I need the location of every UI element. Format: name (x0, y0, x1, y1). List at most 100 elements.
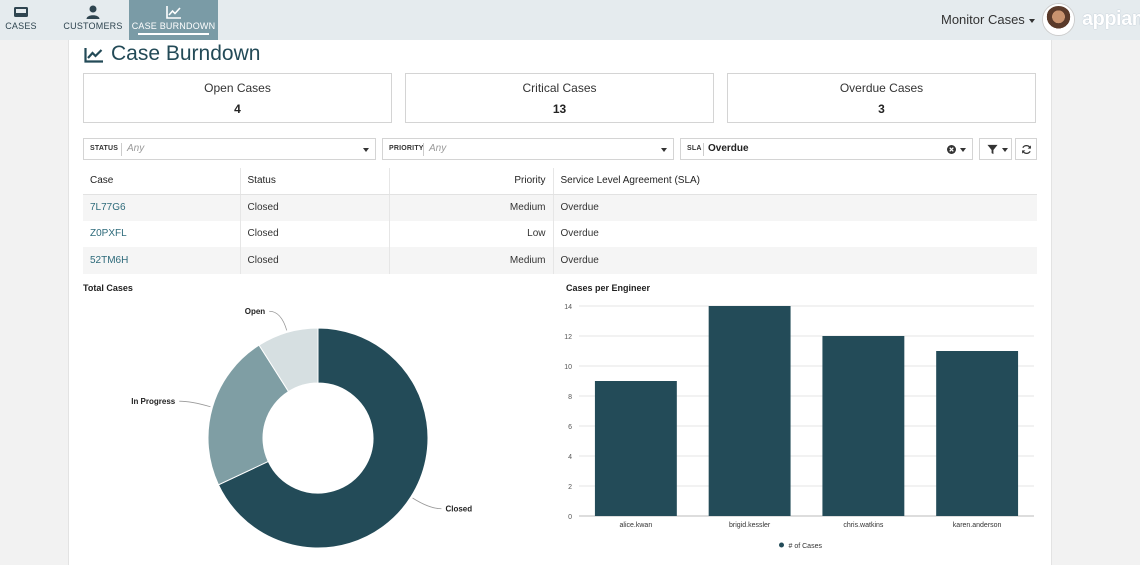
user-icon (86, 5, 100, 19)
site-menu-label: Monitor Cases (941, 12, 1025, 27)
priority-cell: Medium (389, 247, 554, 274)
bar-chris.watkins (822, 336, 905, 516)
status-filter-value: Any (127, 143, 145, 154)
appian-logo: appian (1082, 8, 1140, 30)
x-tick-label: brigid.kessler (729, 522, 771, 529)
line-chart-icon (84, 48, 103, 63)
tab-cases-label: CASES (5, 21, 37, 31)
sla-filter-label: SLA (687, 145, 702, 152)
table-row: 52TM6H Closed Medium Overdue (83, 247, 1037, 274)
case-link[interactable]: 52TM6H (90, 254, 129, 266)
x-tick-label: karen.anderson (953, 522, 1002, 529)
cases-grid: Case Status Priority Service Level Agree… (83, 168, 1037, 274)
filter-menu-button[interactable] (979, 138, 1012, 160)
y-tick-label: 0 (568, 514, 572, 521)
kpi-value: 3 (878, 102, 885, 116)
donut-slice-open (258, 327, 319, 393)
tab-case-burndown-label: CASE BURNDOWN (131, 21, 216, 31)
sla-filter[interactable]: SLA Overdue (680, 138, 973, 160)
table-row: Z0PXFL Closed Low Overdue (83, 220, 1037, 247)
kpi-value: 13 (552, 102, 567, 116)
y-tick-label: 10 (564, 364, 572, 371)
status-filter[interactable]: STATUS Any (83, 138, 376, 160)
inbox-icon (14, 7, 28, 17)
kpi-value: 4 (234, 102, 241, 116)
funnel-icon (987, 144, 998, 155)
kpi-critical-cases: Critical Cases 13 (405, 73, 714, 123)
case-link[interactable]: Z0PXFL (90, 228, 127, 240)
refresh-icon (1022, 145, 1031, 154)
total-cases-donut-chart: Closed In Progress Open (131, 307, 472, 549)
case-cell: Z0PXFL (83, 220, 241, 247)
donut-slice-closed (217, 327, 429, 549)
column-header-priority[interactable]: Priority (389, 168, 554, 195)
sla-cell: Overdue (553, 194, 1037, 221)
donut-label: In Progress (131, 397, 176, 406)
y-tick-label: 14 (564, 304, 572, 311)
status-cell: Closed (240, 247, 390, 274)
tab-customers-label: CUSTOMERS (63, 21, 123, 31)
priority-filter[interactable]: PRIORITY Any (382, 138, 674, 160)
top-nav-bar: CASES CUSTOMERS CASE BURNDOWN Monitor Ca… (0, 0, 1140, 40)
chevron-down-icon (363, 148, 369, 152)
priority-cell: Medium (389, 194, 554, 221)
site-menu[interactable]: Monitor Cases (941, 12, 1035, 27)
refresh-button[interactable] (1015, 138, 1037, 160)
total-cases-chart-title: Total Cases (83, 283, 133, 293)
chevron-down-icon (661, 148, 667, 152)
column-header-case[interactable]: Case (83, 168, 241, 195)
y-tick-label: 2 (568, 484, 572, 491)
x-tick-label: alice.kwan (620, 522, 653, 529)
chevron-down-icon (1028, 18, 1035, 23)
divider (703, 143, 704, 156)
page-title: Case Burndown (111, 42, 261, 65)
cases-per-engineer-chart-title: Cases per Engineer (566, 283, 651, 293)
bar-alice.kwan (594, 381, 677, 516)
leader-line (412, 497, 442, 510)
kpi-label: Overdue Cases (839, 81, 924, 95)
active-tab-indicator (138, 33, 209, 35)
kpi-overdue-cases: Overdue Cases 3 (727, 73, 1036, 123)
donut-slice-in-progress (207, 344, 290, 486)
sla-cell: Overdue (553, 247, 1037, 274)
y-tick-label: 4 (568, 454, 572, 461)
table-row: 7L77G6 Closed Medium Overdue (83, 194, 1037, 221)
avatar[interactable] (1043, 4, 1074, 35)
line-chart-icon (165, 6, 181, 19)
clear-icon[interactable] (947, 145, 956, 154)
case-link[interactable]: 7L77G6 (90, 202, 126, 213)
priority-filter-value: Any (429, 143, 447, 154)
priority-filter-label: PRIORITY (389, 145, 424, 152)
legend-label: # of Cases (789, 543, 823, 550)
grid-header-row: Case Status Priority Service Level Agree… (83, 168, 1037, 195)
case-cell: 52TM6H (83, 247, 241, 274)
tab-case-burndown[interactable]: CASE BURNDOWN (129, 0, 218, 40)
legend-marker (779, 542, 784, 548)
sla-cell: Overdue (560, 228, 599, 240)
kpi-open-cases: Open Cases 4 (83, 73, 392, 123)
leader-line (269, 310, 288, 331)
column-header-sla[interactable]: Service Level Agreement (SLA) (553, 168, 1037, 195)
divider (423, 143, 424, 156)
cases-per-engineer-bar-chart: 0 2 4 6 8 10 12 14 alice.kwan brigid.kessler chris… (564, 304, 1034, 550)
chevron-down-icon (1002, 148, 1008, 152)
case-cell: 7L77G6 (83, 194, 241, 221)
y-tick-label: 8 (568, 394, 572, 401)
status-cell: Closed (240, 194, 390, 221)
y-tick-label: 6 (568, 424, 572, 431)
bar-brigid.kessler (708, 306, 791, 516)
sla-filter-value: Overdue (708, 143, 749, 154)
status-cell: Closed (240, 220, 390, 247)
status-filter-label: STATUS (90, 145, 119, 152)
bar-karen.anderson (936, 351, 1019, 516)
column-header-status[interactable]: Status (240, 168, 390, 195)
kpi-label: Critical Cases (522, 81, 597, 95)
chevron-down-icon (960, 148, 966, 152)
divider (121, 143, 122, 156)
tab-cases[interactable]: CASES (0, 0, 42, 40)
main-content: Case Burndown Open Cases 4 Critical Case… (68, 40, 1052, 565)
tab-customers[interactable]: CUSTOMERS (62, 0, 124, 40)
donut-label: Open (245, 307, 266, 316)
x-tick-label: chris.watkins (843, 522, 884, 529)
y-tick-label: 12 (564, 334, 572, 341)
